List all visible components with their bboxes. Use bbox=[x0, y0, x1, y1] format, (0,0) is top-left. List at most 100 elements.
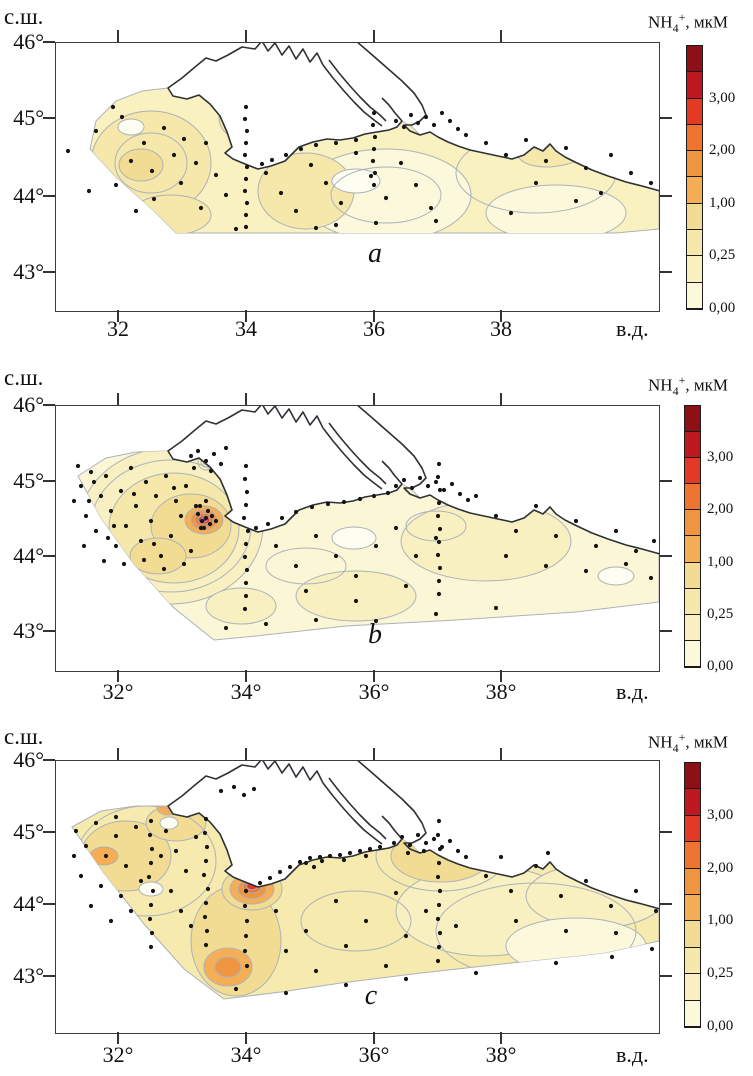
station-dot bbox=[383, 963, 389, 969]
station-dot bbox=[171, 152, 177, 158]
tick-mark bbox=[43, 831, 55, 833]
colorbar-cell bbox=[687, 177, 702, 204]
station-dot bbox=[370, 158, 376, 164]
y-tick-label: 44° bbox=[13, 543, 44, 568]
station-dot bbox=[150, 888, 156, 894]
tick-mark bbox=[245, 670, 247, 682]
colorbar-cell bbox=[685, 484, 700, 511]
y-tick-label: 46° bbox=[13, 29, 44, 54]
station-dot bbox=[473, 493, 479, 499]
station-dot bbox=[428, 205, 434, 211]
y-tick-label: 43° bbox=[13, 259, 44, 284]
station-dot bbox=[173, 498, 179, 504]
station-dot bbox=[583, 878, 589, 884]
tick-mark bbox=[245, 748, 247, 760]
station-dot bbox=[88, 469, 94, 475]
tick-mark bbox=[117, 393, 119, 405]
station-dot bbox=[257, 880, 263, 886]
station-dot bbox=[319, 858, 325, 864]
station-dot bbox=[243, 541, 249, 547]
station-dot bbox=[242, 903, 248, 909]
station-dot bbox=[436, 818, 442, 824]
y-tick-label: 44° bbox=[13, 891, 44, 916]
station-dot bbox=[333, 553, 339, 559]
x-tick-label: 38° bbox=[485, 1042, 517, 1067]
station-dot bbox=[131, 491, 137, 497]
station-dot bbox=[158, 853, 164, 859]
y-axis-unit: с.ш. bbox=[4, 724, 44, 749]
tick-mark bbox=[117, 748, 119, 760]
station-dot bbox=[533, 180, 539, 186]
station-dot bbox=[293, 208, 299, 214]
station-dot bbox=[161, 125, 167, 131]
station-dot bbox=[133, 208, 139, 214]
colorbar-cell bbox=[685, 789, 700, 816]
station-dot bbox=[653, 908, 659, 914]
station-dot bbox=[651, 538, 657, 544]
map-panel-b bbox=[55, 405, 660, 672]
station-dot bbox=[391, 840, 397, 846]
tick-mark bbox=[245, 30, 247, 42]
stations-group bbox=[71, 784, 659, 996]
station-dot bbox=[583, 568, 589, 574]
colorbar-cell bbox=[687, 282, 702, 309]
tick-mark bbox=[373, 30, 375, 42]
station-dot bbox=[267, 875, 273, 881]
station-dot bbox=[133, 503, 139, 509]
station-dot bbox=[91, 479, 97, 485]
station-dot bbox=[333, 898, 339, 904]
station-dot bbox=[383, 195, 389, 201]
x-axis-unit: в.д. bbox=[616, 316, 649, 341]
station-dot bbox=[503, 152, 509, 158]
y-tick-label: 44° bbox=[13, 183, 44, 208]
station-dot bbox=[193, 503, 199, 509]
stations-group bbox=[65, 104, 654, 232]
station-dot bbox=[128, 465, 134, 471]
tick-mark bbox=[373, 748, 375, 760]
station-dot bbox=[203, 900, 209, 906]
station-dot bbox=[158, 553, 164, 559]
colorbar-tick-label: 1,00 bbox=[707, 553, 734, 570]
station-dot bbox=[648, 575, 654, 581]
tick-mark bbox=[117, 30, 119, 42]
station-dot bbox=[423, 840, 429, 846]
colorbar-cell bbox=[685, 588, 700, 615]
station-dot bbox=[493, 605, 499, 611]
colorbar-tick-label: 3,00 bbox=[707, 806, 734, 823]
station-dot bbox=[204, 928, 210, 934]
station-dot bbox=[173, 848, 179, 854]
y-tick-label: 43° bbox=[13, 963, 44, 988]
station-dot bbox=[113, 833, 119, 839]
colorbar-cell bbox=[687, 203, 702, 231]
station-dot bbox=[613, 528, 619, 534]
station-dot bbox=[436, 860, 442, 866]
station-dot bbox=[244, 200, 250, 206]
station-dot bbox=[201, 525, 207, 531]
colorbar-cell bbox=[687, 256, 702, 283]
station-dot bbox=[243, 502, 249, 508]
station-dot bbox=[353, 150, 359, 156]
colorbar-cell bbox=[685, 510, 700, 537]
station-dot bbox=[231, 784, 237, 790]
station-dot bbox=[308, 162, 314, 168]
colorbar-title: NH4+, мкМ bbox=[648, 10, 728, 36]
station-dot bbox=[309, 504, 315, 510]
station-dot bbox=[435, 958, 441, 964]
y-tick-label: 45° bbox=[13, 819, 44, 844]
station-dot bbox=[436, 944, 442, 950]
tick-mark bbox=[43, 975, 55, 977]
station-dot bbox=[543, 563, 549, 569]
tick-mark bbox=[500, 748, 502, 760]
station-dot bbox=[437, 888, 443, 894]
station-dot bbox=[119, 114, 125, 120]
colorbar-cell bbox=[685, 868, 700, 896]
panel-letter: b bbox=[368, 619, 382, 650]
station-dot bbox=[108, 918, 114, 924]
tick-mark bbox=[660, 195, 672, 197]
station-dot bbox=[313, 142, 319, 148]
station-dot bbox=[243, 888, 249, 894]
station-dot bbox=[343, 943, 349, 949]
station-dot bbox=[242, 188, 248, 194]
station-dot bbox=[401, 477, 407, 483]
